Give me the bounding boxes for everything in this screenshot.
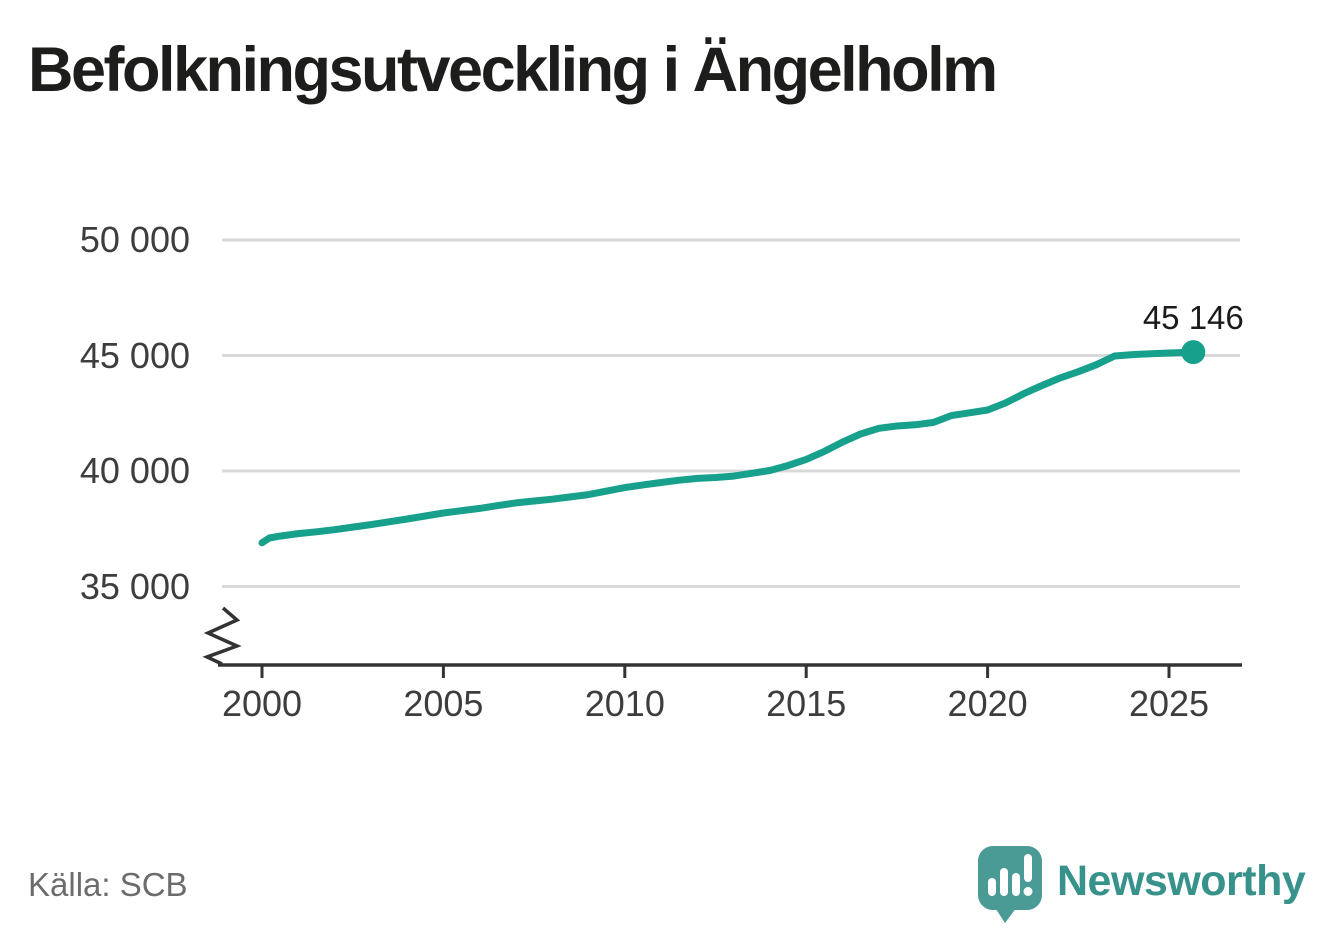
end-point-marker (1181, 340, 1206, 365)
newsworthy-logo: Newsworthy (978, 846, 1306, 924)
end-value-label: 45 146 (1142, 299, 1244, 336)
y-tick-label: 45 000 (79, 334, 190, 376)
x-tick-label: 2015 (766, 683, 847, 724)
page-title: Befolkningsutveckling i Ängelholm (28, 35, 998, 105)
population-line (258, 348, 1197, 547)
x-tick-label: 2020 (947, 683, 1028, 724)
newsworthy-wordmark: Newsworthy (1057, 857, 1306, 905)
x-tick-label: 2025 (1128, 683, 1210, 724)
x-tick-label: 2010 (584, 683, 665, 724)
newsworthy-speech-bubble-barchart-icon (978, 846, 1042, 923)
y-tick-label: 35 000 (79, 565, 190, 607)
y-tick-label: 50 000 (79, 219, 190, 260)
x-tick-label: 2000 (221, 683, 303, 724)
source-note: Källa: SCB (28, 866, 188, 903)
axis-break-zigzag-icon (202, 606, 242, 666)
y-tick-label: 40 000 (79, 450, 190, 491)
x-tick-label: 2005 (403, 683, 484, 724)
